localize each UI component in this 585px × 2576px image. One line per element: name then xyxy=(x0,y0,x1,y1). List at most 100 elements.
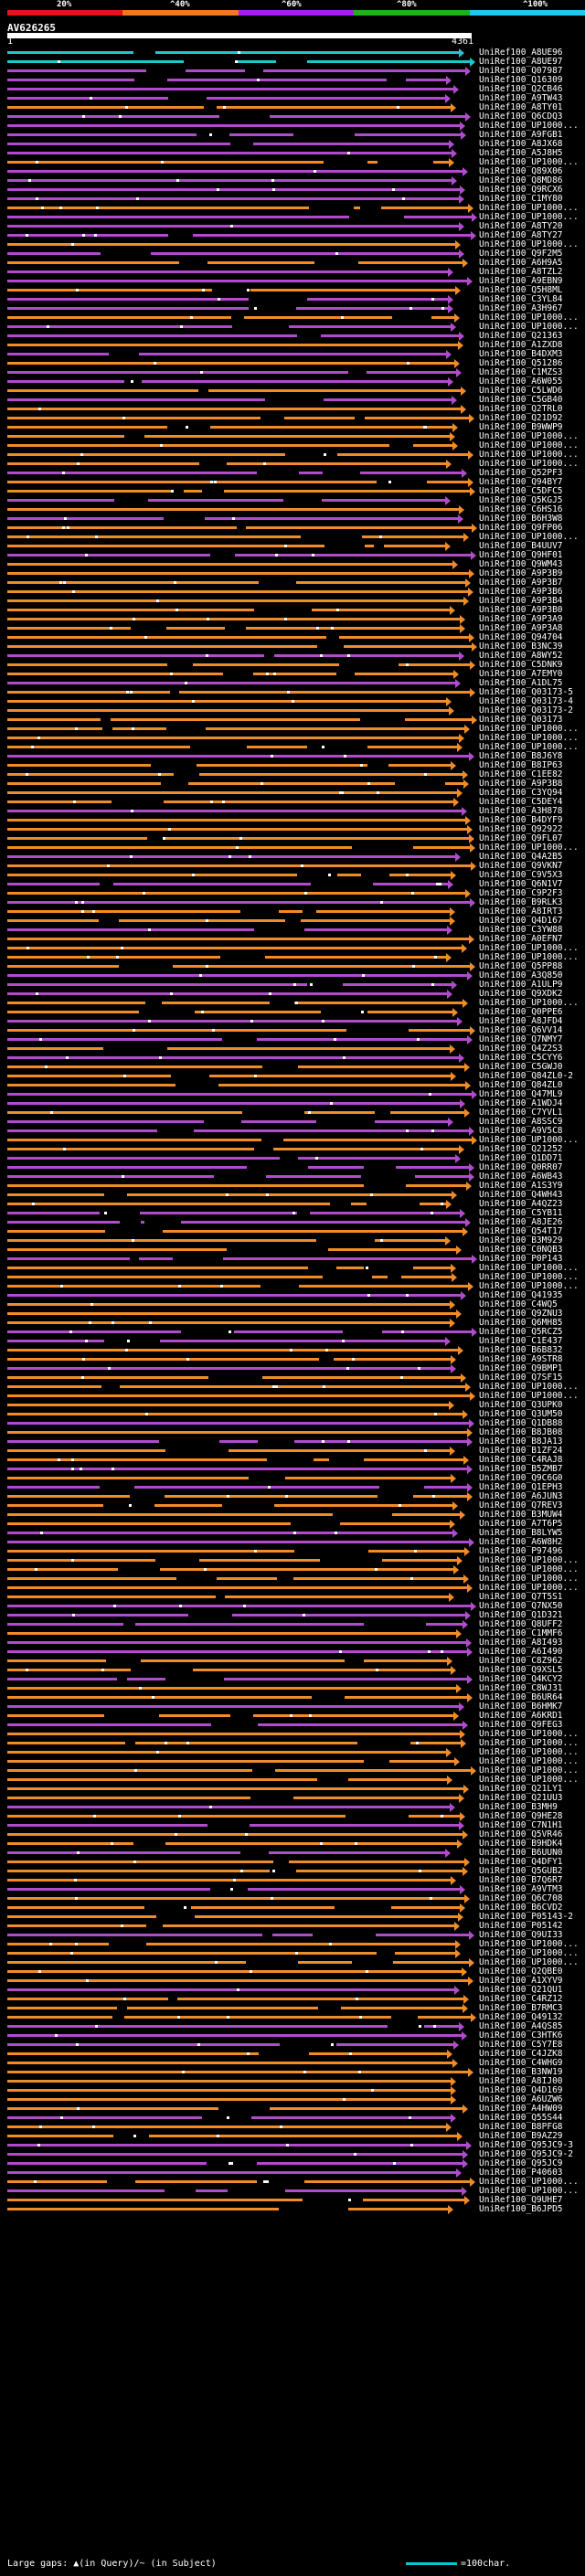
hit-row[interactable]: UniRef100_Q7NX50 xyxy=(0,1602,585,1611)
hit-row[interactable]: UniRef100_Q7T5S1 xyxy=(0,1593,585,1602)
hit-label[interactable]: UniRef100_A6UZW6 xyxy=(479,2094,563,2104)
hit-label[interactable]: UniRef100_A6WB43 xyxy=(479,1171,563,1182)
hit-row[interactable]: UniRef100_UP1000... xyxy=(0,158,585,167)
hit-row[interactable]: UniRef100_Q5H8ML xyxy=(0,286,585,295)
hit-label[interactable]: UniRef100_B4DXM3 xyxy=(479,349,563,359)
hit-row[interactable]: UniRef100_C5YB11 xyxy=(0,1209,585,1218)
hit-label[interactable]: UniRef100_A8I493 xyxy=(479,1638,563,1648)
hit-row[interactable]: UniRef100_Q6VV14 xyxy=(0,1026,585,1035)
hit-row[interactable]: UniRef100_UP1000... xyxy=(0,1264,585,1273)
hit-row[interactable]: UniRef100_B8JB08 xyxy=(0,1428,585,1437)
hit-label[interactable]: UniRef100_Q4WH43 xyxy=(479,1190,563,1200)
hit-row[interactable]: UniRef100_UP1000... xyxy=(0,1383,585,1392)
hit-label[interactable]: UniRef100_C4WHG9 xyxy=(479,2058,563,2068)
hit-label[interactable]: UniRef100_A1ULP9 xyxy=(479,980,563,990)
hit-label[interactable]: UniRef100_B3MH9 xyxy=(479,1802,558,1812)
hit-row[interactable]: UniRef100_UP1000... xyxy=(0,1757,585,1766)
hit-row[interactable]: UniRef100_UP1000... xyxy=(0,1584,585,1593)
hit-row[interactable]: UniRef100_Q6CDQ3 xyxy=(0,112,585,122)
hit-row[interactable]: UniRef100_Q95JC9-2 xyxy=(0,2150,585,2159)
hit-label[interactable]: UniRef100_Q9FEG3 xyxy=(479,1720,563,1730)
hit-row[interactable]: UniRef100_Q9FP06 xyxy=(0,524,585,533)
hit-label[interactable]: UniRef100_Q0RR07 xyxy=(479,1162,563,1172)
hit-row[interactable]: UniRef100_B7Q6R7 xyxy=(0,1876,585,1885)
hit-label[interactable]: UniRef100_P05143-2 xyxy=(479,1912,573,1922)
hit-row[interactable]: UniRef100_UP1000... xyxy=(0,1730,585,1739)
hit-label[interactable]: UniRef100_Q41935 xyxy=(479,1290,563,1300)
hit-label[interactable]: UniRef100_Q94BY7 xyxy=(479,477,563,487)
hit-row[interactable]: UniRef100_Q07987 xyxy=(0,67,585,76)
hit-row[interactable]: UniRef100_C4WQ5 xyxy=(0,1300,585,1309)
hit-label[interactable]: UniRef100_C7N1H1 xyxy=(479,1820,563,1830)
hit-row[interactable]: UniRef100_Q5GUB2 xyxy=(0,1867,585,1876)
hit-label[interactable]: UniRef100_Q16309 xyxy=(479,75,563,85)
hit-label[interactable]: UniRef100_Q84ZL0 xyxy=(479,1080,563,1090)
hit-row[interactable]: UniRef100_B8IP63 xyxy=(0,761,585,770)
hit-row[interactable]: UniRef100_C4JZK8 xyxy=(0,2050,585,2059)
hit-label[interactable]: UniRef100_Q21UU3 xyxy=(479,1793,563,1803)
hit-label[interactable]: UniRef100_A6KRD1 xyxy=(479,1711,563,1721)
hit-row[interactable]: UniRef100_UP1000... xyxy=(0,1766,585,1776)
hit-row[interactable]: UniRef100_Q9F2M5 xyxy=(0,249,585,259)
hit-label[interactable]: UniRef100_Q5GUB2 xyxy=(479,1866,563,1876)
hit-label[interactable]: UniRef100_A9P3A8 xyxy=(479,623,563,633)
hit-row[interactable]: UniRef100_Q1DD71 xyxy=(0,1154,585,1163)
hit-row[interactable]: UniRef100_UP1000... xyxy=(0,240,585,249)
hit-label[interactable]: UniRef100_A6W055 xyxy=(479,376,563,387)
hit-row[interactable]: UniRef100_P05143-2 xyxy=(0,1913,585,1922)
hit-row[interactable]: UniRef100_B6HMK7 xyxy=(0,1702,585,1712)
hit-label[interactable]: UniRef100_A8UE97 xyxy=(479,57,563,67)
hit-row[interactable]: UniRef100_Q21D92 xyxy=(0,414,585,423)
hit-row[interactable]: UniRef100_Q16309 xyxy=(0,76,585,85)
hit-label[interactable]: UniRef100_UP1000... xyxy=(479,724,579,734)
hit-label[interactable]: UniRef100_Q5PP88 xyxy=(479,961,563,971)
hit-label[interactable]: UniRef100_Q9FL07 xyxy=(479,833,563,843)
hit-row[interactable]: UniRef100_UP1000... xyxy=(0,1958,585,1967)
hit-label[interactable]: UniRef100_Q51286 xyxy=(479,358,563,368)
hit-row[interactable]: UniRef100_UP1000... xyxy=(0,1574,585,1584)
hit-label[interactable]: UniRef100_Q6CDQ3 xyxy=(479,111,563,122)
hit-row[interactable]: UniRef100_B3NC39 xyxy=(0,642,585,652)
hit-row[interactable]: UniRef100_Q5VR46 xyxy=(0,1830,585,1839)
hit-row[interactable]: UniRef100_UP1000... xyxy=(0,1776,585,1785)
hit-label[interactable]: UniRef100_Q3UM50 xyxy=(479,1409,563,1419)
hit-label[interactable]: UniRef100_UP1000... xyxy=(479,742,579,752)
hit-label[interactable]: UniRef100_Q7SF15 xyxy=(479,1373,563,1383)
hit-label[interactable]: UniRef100_B4DYF9 xyxy=(479,815,563,825)
hit-row[interactable]: UniRef100_A9TW43 xyxy=(0,94,585,103)
hit-row[interactable]: UniRef100_Q52PF3 xyxy=(0,469,585,478)
hit-row[interactable]: UniRef100_A9FGB1 xyxy=(0,131,585,140)
hit-row[interactable]: UniRef100_Q6MH85 xyxy=(0,1319,585,1328)
hit-label[interactable]: UniRef100_Q9FP06 xyxy=(479,523,563,533)
hit-row[interactable]: UniRef100_B9AZ29 xyxy=(0,2132,585,2141)
hit-row[interactable]: UniRef100_C1EE82 xyxy=(0,770,585,779)
hit-label[interactable]: UniRef100_A3H967 xyxy=(479,303,563,313)
hit-label[interactable]: UniRef100_Q9BMP1 xyxy=(479,1363,563,1373)
hit-row[interactable]: UniRef100_Q9C6G0 xyxy=(0,1474,585,1483)
hit-label[interactable]: UniRef100_UP1000... xyxy=(479,322,579,332)
hit-row[interactable]: UniRef100_UP1000... xyxy=(0,122,585,131)
hit-label[interactable]: UniRef100_Q1EPH3 xyxy=(479,1482,563,1492)
hit-row[interactable]: UniRef100_B6UUN0 xyxy=(0,1849,585,1858)
hit-label[interactable]: UniRef100_Q89X06 xyxy=(479,166,563,176)
hit-row[interactable]: UniRef100_Q5PP88 xyxy=(0,962,585,971)
hit-label[interactable]: UniRef100_A9P3B7 xyxy=(479,578,563,588)
hit-label[interactable]: UniRef100_Q95JC9 xyxy=(479,2158,563,2168)
hit-row[interactable]: UniRef100_Q51286 xyxy=(0,359,585,368)
hit-row[interactable]: UniRef100_Q54T17 xyxy=(0,1227,585,1236)
hit-label[interactable]: UniRef100_B9HDK4 xyxy=(479,1839,563,1849)
hit-row[interactable]: UniRef100_UP1000... xyxy=(0,843,585,853)
hit-row[interactable]: UniRef100_B4DXM3 xyxy=(0,350,585,359)
hit-label[interactable]: UniRef100_B6B832 xyxy=(479,1345,563,1355)
hit-row[interactable]: UniRef100_C1MMF6 xyxy=(0,1629,585,1638)
hit-label[interactable]: UniRef100_Q92922 xyxy=(479,824,563,834)
hit-label[interactable]: UniRef100_A0EFN7 xyxy=(479,934,563,944)
hit-row[interactable]: UniRef100_A1ULP9 xyxy=(0,981,585,990)
hit-row[interactable]: UniRef100_Q3UPK0 xyxy=(0,1401,585,1410)
hit-row[interactable]: UniRef100_Q21UU3 xyxy=(0,1794,585,1803)
hit-label[interactable]: UniRef100_Q54T17 xyxy=(479,1226,563,1236)
hit-row[interactable]: UniRef100_UP1000... xyxy=(0,2187,585,2196)
hit-row[interactable]: UniRef100_UP1000... xyxy=(0,1565,585,1574)
hit-label[interactable]: UniRef100_A8JE26 xyxy=(479,1217,563,1227)
hit-row[interactable]: UniRef100_B6B832 xyxy=(0,1346,585,1355)
